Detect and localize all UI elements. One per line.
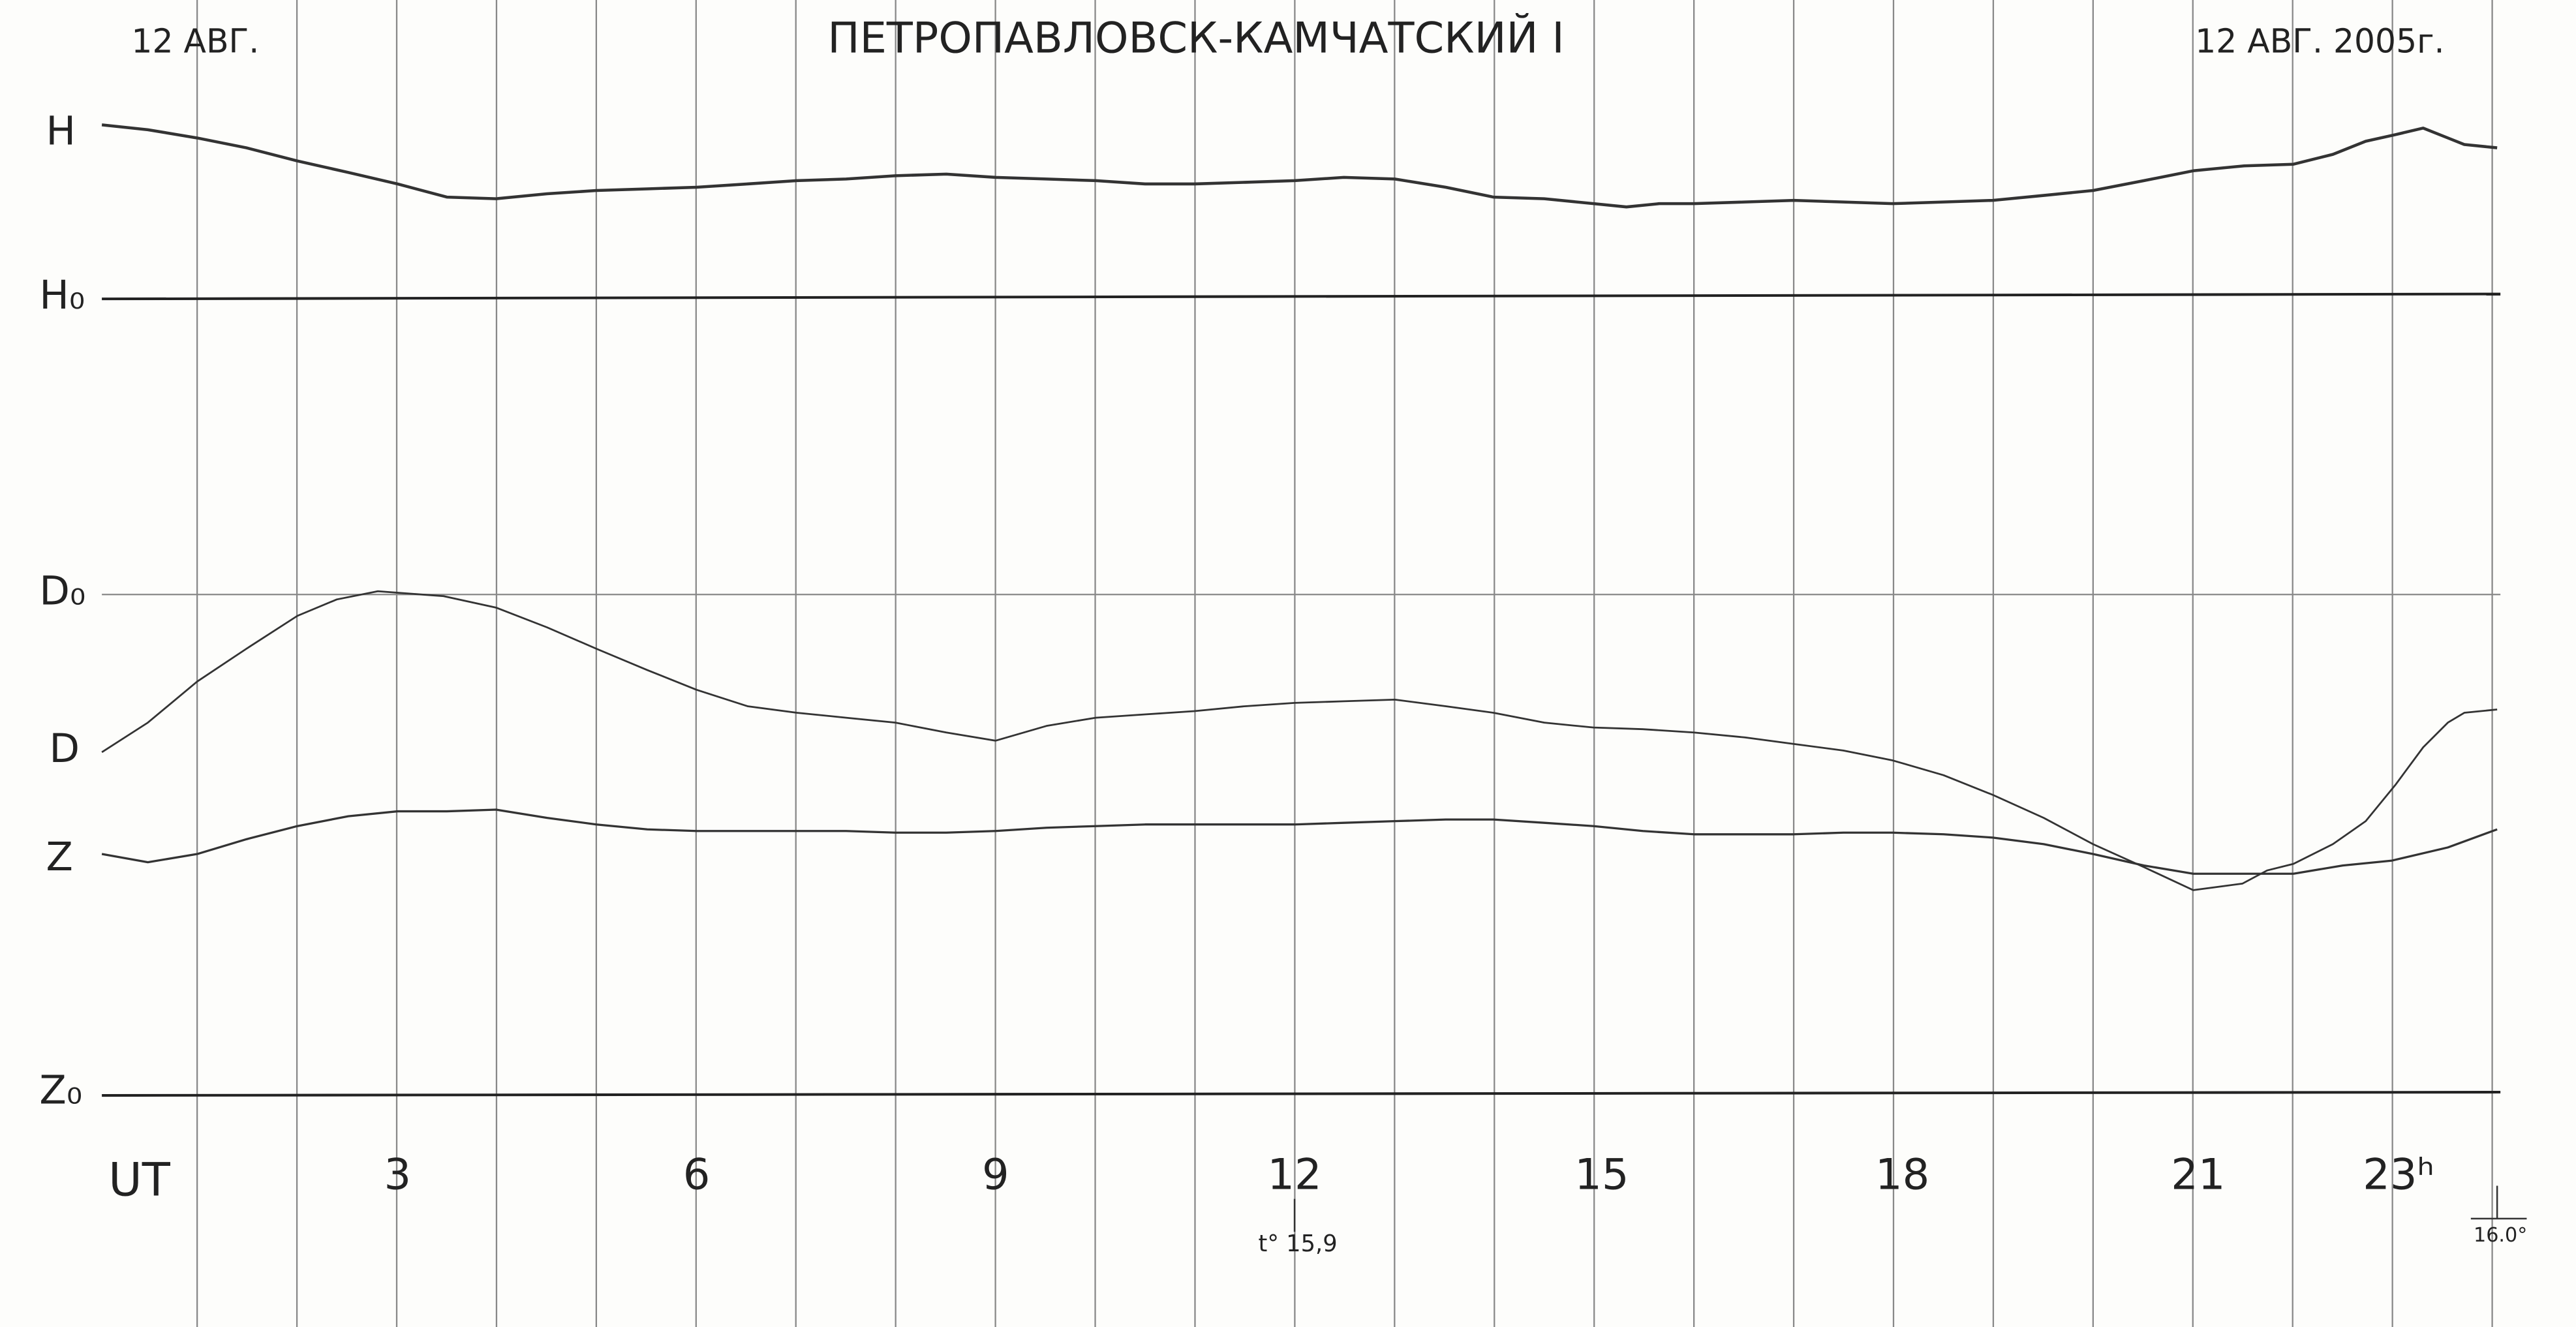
temperature-start: t° 15,9 [1259, 1230, 1338, 1257]
hour-label: 3 [384, 1150, 411, 1200]
z-trace [101, 808, 2498, 875]
station-title: ПЕТРОПАВЛОВСК-КАМЧАТСКИЙ I [827, 12, 1564, 63]
hour-label: 9 [982, 1150, 1009, 1200]
trace-label: H [46, 109, 76, 155]
hour-label: 23ʰ [2363, 1150, 2434, 1200]
trace-label: Z₀ [39, 1068, 82, 1114]
h-trace [101, 123, 2498, 209]
temperature-end: 16.0° [2474, 1224, 2527, 1247]
hour-label: 6 [683, 1150, 711, 1200]
hour-label: 15 [1574, 1150, 1629, 1200]
trace-label: D [50, 726, 80, 772]
left-date: 12 АВГ. [131, 22, 259, 61]
trace-label: Z [46, 834, 73, 880]
grid [196, 0, 2493, 1327]
hour-label: 18 [1875, 1150, 1929, 1200]
hour-labels: 3 6 9 12 15 18 21 23ʰ [384, 1150, 2434, 1200]
hour-label: 12 [1267, 1150, 1321, 1200]
trace-label: H₀ [39, 273, 85, 318]
trace-label: D₀ [39, 568, 85, 614]
hour-label: 21 [2171, 1150, 2225, 1200]
z-base-line [102, 1091, 2501, 1097]
d-trace [101, 590, 2498, 891]
right-date: 12 АВГ. 2005г. [2195, 22, 2444, 61]
time-unit: UT [108, 1153, 171, 1207]
h-base-line [102, 292, 2501, 301]
